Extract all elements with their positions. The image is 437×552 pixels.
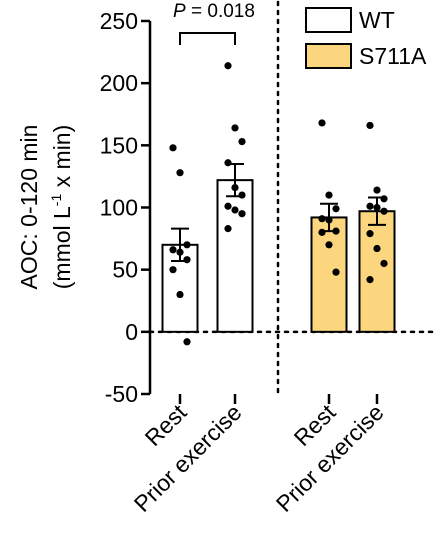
data-point bbox=[332, 227, 340, 235]
y-tick-label: 50 bbox=[112, 257, 138, 283]
data-point bbox=[325, 241, 333, 249]
data-point bbox=[366, 202, 374, 210]
data-point bbox=[224, 225, 232, 233]
significance-bracket bbox=[179, 32, 236, 45]
y-axis-label-superscript: -1 bbox=[48, 194, 64, 207]
data-point bbox=[373, 186, 381, 194]
y-tick-label: 150 bbox=[100, 132, 138, 158]
data-point bbox=[238, 138, 246, 146]
y-axis-label-prefix: (mmol L bbox=[49, 206, 75, 289]
data-point bbox=[176, 248, 184, 256]
y-tick-label: 0 bbox=[125, 319, 138, 345]
y-axis-label-line2: (mmol L-1 x min) bbox=[48, 125, 75, 290]
data-point bbox=[373, 203, 381, 212]
data-point bbox=[366, 230, 374, 238]
data-point bbox=[231, 184, 239, 192]
data-point bbox=[238, 191, 246, 199]
bar bbox=[358, 210, 396, 333]
y-axis-label-line1: AOC: 0-120 min bbox=[16, 125, 42, 290]
legend-label: S711A bbox=[359, 43, 427, 69]
bar bbox=[310, 216, 348, 333]
data-point bbox=[373, 244, 381, 253]
data-point bbox=[231, 206, 239, 214]
data-point bbox=[169, 266, 177, 274]
data-point bbox=[176, 290, 184, 299]
y-tick-label: 200 bbox=[100, 70, 138, 96]
axes bbox=[141, 0, 437, 404]
significance-label: P = 0.018 bbox=[173, 1, 255, 22]
legend-swatch bbox=[305, 7, 352, 33]
y-tick-label: 250 bbox=[100, 8, 138, 34]
data-point bbox=[169, 246, 177, 254]
data-point bbox=[224, 62, 232, 70]
data-point bbox=[332, 205, 340, 213]
data-point bbox=[380, 207, 388, 215]
data-point bbox=[176, 169, 184, 177]
y-tick-label: 100 bbox=[100, 195, 138, 221]
p-symbol: P bbox=[173, 1, 186, 22]
data-point bbox=[183, 241, 191, 249]
p-value: = 0.018 bbox=[186, 1, 255, 22]
data-point bbox=[380, 259, 388, 268]
data-point bbox=[332, 268, 340, 276]
data-point bbox=[380, 195, 388, 203]
data-point bbox=[318, 119, 326, 127]
data-points bbox=[169, 62, 388, 346]
bars bbox=[161, 162, 396, 333]
data-point bbox=[183, 338, 191, 346]
legend-swatch bbox=[305, 43, 352, 69]
data-point bbox=[366, 276, 374, 284]
y-tick-label: -50 bbox=[105, 381, 138, 407]
data-point bbox=[366, 121, 374, 130]
data-point bbox=[318, 228, 326, 236]
data-point bbox=[169, 144, 177, 152]
data-point bbox=[224, 159, 232, 167]
data-point bbox=[183, 256, 191, 264]
data-point bbox=[318, 215, 326, 223]
data-point bbox=[231, 124, 239, 132]
data-point bbox=[224, 202, 232, 210]
y-axis-label-suffix: x min) bbox=[49, 125, 75, 194]
bar bbox=[216, 179, 254, 333]
legend-label: WT bbox=[359, 7, 395, 33]
data-point bbox=[325, 216, 333, 224]
data-point bbox=[325, 191, 333, 199]
data-point bbox=[238, 210, 246, 218]
